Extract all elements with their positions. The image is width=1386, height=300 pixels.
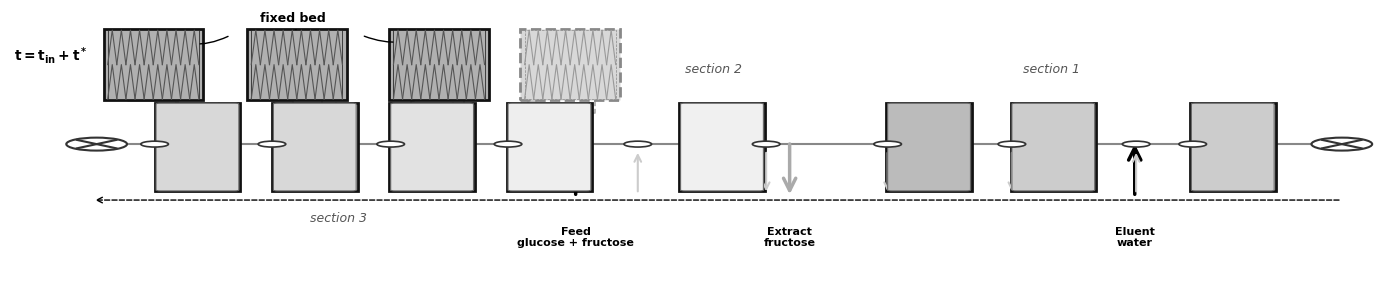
Text: section 3: section 3 xyxy=(309,212,367,225)
FancyBboxPatch shape xyxy=(157,103,238,191)
FancyBboxPatch shape xyxy=(1192,103,1274,191)
Text: Feed
glucose + fructose: Feed glucose + fructose xyxy=(517,226,635,248)
Text: section 1: section 1 xyxy=(1023,63,1081,76)
FancyBboxPatch shape xyxy=(391,103,474,191)
Bar xyxy=(155,103,240,191)
Bar xyxy=(394,30,485,99)
Circle shape xyxy=(495,141,521,147)
Circle shape xyxy=(873,141,901,147)
Bar xyxy=(389,103,475,191)
Circle shape xyxy=(1311,138,1372,151)
Bar xyxy=(679,103,765,191)
FancyBboxPatch shape xyxy=(509,103,590,191)
Bar xyxy=(524,30,615,99)
Circle shape xyxy=(753,141,780,147)
Bar xyxy=(247,29,346,100)
Text: Extract
fructose: Extract fructose xyxy=(764,226,815,248)
Bar xyxy=(886,103,972,191)
Bar xyxy=(251,30,342,99)
Bar xyxy=(389,29,489,100)
Bar xyxy=(272,103,358,191)
FancyBboxPatch shape xyxy=(681,103,764,191)
Circle shape xyxy=(998,141,1026,147)
Circle shape xyxy=(1179,141,1207,147)
Circle shape xyxy=(377,141,405,147)
Bar xyxy=(1191,103,1275,191)
Bar xyxy=(104,29,202,100)
Circle shape xyxy=(258,141,286,147)
Bar xyxy=(108,30,198,99)
Bar xyxy=(521,29,620,100)
Text: fixed bed
reactors: fixed bed reactors xyxy=(259,12,326,40)
Text: section 2: section 2 xyxy=(685,63,743,76)
Circle shape xyxy=(67,138,128,151)
Circle shape xyxy=(1123,141,1150,147)
Circle shape xyxy=(141,141,169,147)
Bar xyxy=(507,103,592,191)
Circle shape xyxy=(624,141,651,147)
FancyBboxPatch shape xyxy=(887,103,970,191)
Text: $\mathbf{t = t_{in}+ t^*}$: $\mathbf{t = t_{in}+ t^*}$ xyxy=(14,45,87,66)
Text: Eluent
water: Eluent water xyxy=(1114,226,1155,248)
FancyBboxPatch shape xyxy=(273,103,356,191)
Bar xyxy=(1010,103,1096,191)
FancyBboxPatch shape xyxy=(1012,103,1095,191)
